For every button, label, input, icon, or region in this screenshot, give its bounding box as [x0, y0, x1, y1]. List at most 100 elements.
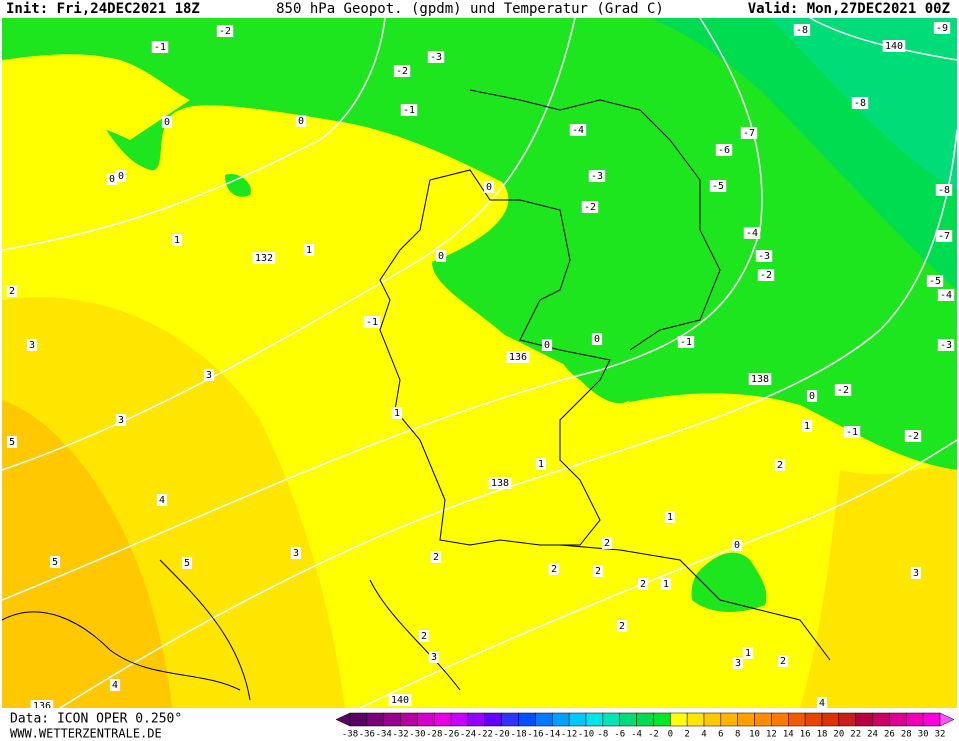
contour-label: -1 — [154, 42, 166, 53]
data-source: Data: ICON OPER 0.250° — [10, 712, 182, 727]
label-box — [363, 316, 381, 328]
isohypse — [1, 17, 576, 471]
contour-label: 5 — [52, 557, 58, 568]
label-box — [391, 407, 403, 419]
region-mild-nw — [2, 54, 190, 140]
label-box — [535, 458, 547, 470]
contour-label: 0 — [164, 117, 170, 128]
label-box — [591, 333, 603, 345]
label-box — [732, 657, 744, 669]
contour-label: 2 — [640, 579, 646, 590]
label-box — [926, 275, 944, 287]
label-box — [740, 127, 758, 139]
scale-swatch — [450, 712, 469, 727]
scale-label: -2 — [648, 730, 659, 740]
scale-label: -8 — [597, 730, 608, 740]
label-box — [910, 567, 922, 579]
scale-swatch — [788, 712, 806, 727]
scale-label: -20 — [494, 730, 510, 740]
scale-swatch — [602, 712, 620, 727]
label-box — [488, 477, 512, 489]
label-box — [743, 227, 761, 239]
borders — [1, 89, 831, 701]
scale-swatch — [585, 712, 604, 727]
contour-label: 2 — [551, 564, 557, 575]
contour-label: 0 — [118, 171, 124, 182]
scale-swatch — [349, 712, 368, 727]
contour-label: 0 — [734, 540, 740, 551]
contour-label: -2 — [837, 385, 849, 396]
contour-label: 3 — [913, 568, 919, 579]
isohypse — [1, 17, 386, 251]
label-box — [677, 336, 695, 348]
valid-time: Valid: Mon,27DEC2021 00Z — [748, 1, 950, 17]
label-box — [937, 289, 955, 301]
label-box — [933, 22, 951, 34]
label-box — [26, 339, 38, 351]
scale-swatch — [518, 712, 536, 727]
scale-label: -10 — [578, 730, 594, 740]
contour-label: 2 — [604, 538, 610, 549]
scale-swatch — [889, 712, 907, 727]
scale-swatch — [434, 712, 452, 727]
contour-label: -4 — [746, 228, 758, 239]
scale-label: -14 — [544, 730, 560, 740]
scale-swatch — [686, 712, 705, 727]
scale-swatch — [720, 712, 738, 727]
scale-label: 18 — [817, 730, 828, 740]
scale-swatch — [400, 712, 418, 727]
label-box — [49, 556, 61, 568]
label-box — [816, 697, 828, 709]
region-cold-small — [225, 174, 251, 197]
map-title: 850 hPa Geopot. (gpdm) und Temperatur (G… — [276, 1, 664, 17]
scale-label: -30 — [409, 730, 425, 740]
region-cold-blob — [443, 264, 522, 303]
contour-label: 3 — [293, 548, 299, 559]
label-box — [6, 436, 18, 448]
contour-label: 0 — [486, 182, 492, 193]
label-box — [181, 557, 193, 569]
label-box — [393, 65, 411, 77]
label-box — [748, 373, 772, 385]
contour-label: 1 — [306, 245, 312, 256]
contour-label: 2 — [595, 566, 601, 577]
color-scale: -38 -36 -34 -32 -30 -28 -26 -24 -22 -20 -18 -16 -14-… — [335, 712, 955, 740]
scale-swatch — [552, 712, 570, 727]
contour-label: 2 — [433, 552, 439, 563]
contour-label: -1 — [680, 337, 692, 348]
label-box — [151, 41, 169, 53]
label-box — [541, 339, 553, 351]
scale-swatch — [855, 712, 873, 727]
contour-label: -5 — [712, 181, 724, 192]
scale-label: 2 — [684, 730, 689, 740]
contour-label: 3 — [29, 340, 35, 351]
region-warm-east — [800, 460, 957, 708]
scale-swatch — [804, 712, 823, 727]
label-box — [161, 116, 173, 128]
scale-swatch — [619, 712, 637, 727]
country-border — [469, 89, 721, 351]
label-box — [506, 351, 530, 363]
label-box — [709, 180, 727, 192]
label-box — [548, 563, 560, 575]
label-box — [115, 170, 127, 182]
label-box — [904, 430, 922, 442]
contour-label: 136 — [509, 352, 527, 363]
contour-label: 1 — [538, 459, 544, 470]
label-box — [252, 252, 276, 264]
scale-swatch — [501, 712, 519, 727]
contour-label: 2 — [780, 656, 786, 667]
contour-label: -8 — [796, 25, 808, 36]
scale-swatch — [636, 712, 654, 727]
contour-label: 4 — [819, 698, 825, 709]
label-box — [171, 234, 183, 246]
isohypse — [59, 129, 958, 709]
label-box — [216, 25, 234, 37]
label-box — [774, 459, 786, 471]
scale-label: -24 — [460, 730, 476, 740]
contour-label: 0 — [594, 334, 600, 345]
label-box — [430, 551, 442, 563]
region-cold-alps — [691, 552, 767, 612]
